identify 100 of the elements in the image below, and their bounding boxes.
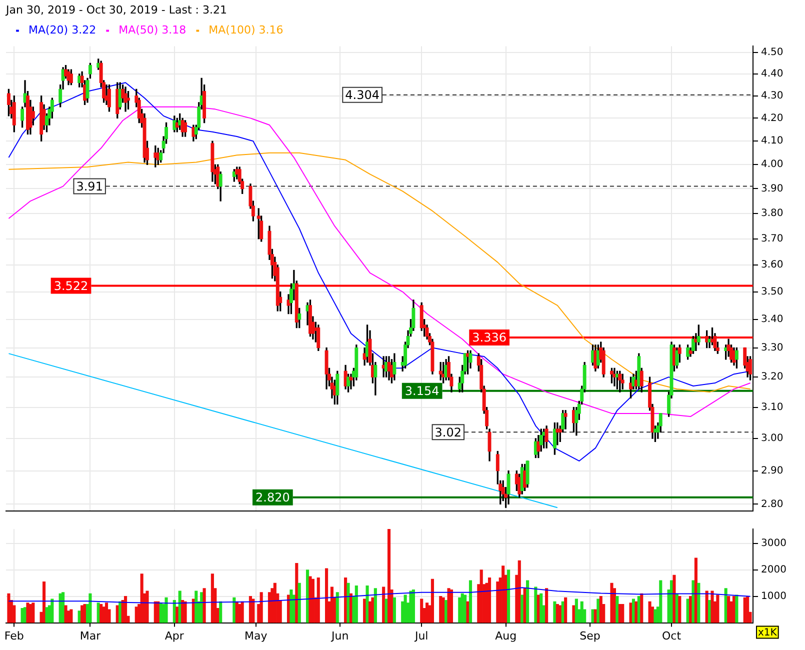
bar: [164, 597, 168, 623]
bar: [336, 592, 339, 623]
bar: [50, 598, 54, 623]
bar: [596, 598, 600, 623]
bar: [621, 604, 624, 623]
bar: [629, 602, 632, 623]
bar: [640, 593, 644, 623]
x-tick-label: Oct: [662, 629, 682, 642]
ref-line-label: 4.304: [345, 88, 380, 102]
x-tick-label: Mar: [80, 629, 102, 642]
bar: [354, 585, 358, 623]
bar: [545, 588, 548, 623]
x-tick-label: Jul: [414, 629, 428, 642]
bar: [100, 604, 103, 623]
bar: [634, 601, 638, 623]
bar: [692, 580, 695, 623]
bar: [83, 604, 86, 623]
bar: [382, 586, 386, 623]
bar: [387, 529, 391, 623]
bar: [526, 580, 530, 623]
bar: [659, 580, 662, 623]
legend-label: MA(100) 3.16: [208, 24, 284, 37]
bar: [371, 597, 374, 623]
y-tick-label: 4.10: [761, 136, 784, 147]
y-tick-label: 3.30: [761, 342, 784, 354]
bar: [409, 590, 412, 623]
bar: [534, 586, 538, 623]
y-tick-label: 4.30: [761, 90, 784, 102]
bar: [616, 596, 619, 623]
y-tick-label: 3000: [761, 538, 786, 550]
bar: [564, 597, 568, 623]
y-tick-label: 1000: [761, 590, 786, 602]
bar: [346, 582, 350, 623]
bar: [219, 601, 222, 623]
y-tick-label: 4.00: [761, 159, 784, 170]
bar: [447, 588, 450, 623]
bar: [553, 601, 556, 623]
bar: [176, 606, 179, 623]
bar: [464, 594, 467, 623]
ref-line-label: 2.820: [256, 490, 290, 505]
bar: [202, 588, 206, 623]
bar: [507, 570, 510, 623]
y-tick-label: 3.60: [761, 260, 784, 271]
bar: [412, 589, 415, 623]
chart-title: Jan 30, 2019 - Oct 30, 2019 - Last : 3.21: [5, 3, 227, 16]
bar: [316, 578, 320, 623]
candlestick: [564, 410, 568, 430]
bar: [240, 601, 244, 623]
bar: [295, 563, 298, 623]
x-tick-label: Sep: [580, 629, 600, 642]
bar: [88, 593, 92, 623]
bar: [420, 598, 424, 623]
ref-line-label: 3.02: [434, 425, 462, 440]
bar: [496, 582, 500, 623]
bar: [194, 590, 198, 623]
bar: [654, 609, 657, 623]
bar: [488, 578, 492, 623]
bar: [156, 601, 160, 623]
bar: [260, 592, 263, 623]
y-tick-label: 3.70: [761, 233, 784, 244]
text: x1K: [758, 627, 778, 638]
legend-label: MA(20) 3.22: [28, 24, 96, 37]
bar: [458, 597, 462, 623]
ref-line-label: 3.522: [54, 278, 88, 293]
bar: [450, 589, 454, 623]
ref-line-label: 3.91: [76, 179, 103, 194]
bar: [146, 590, 149, 623]
bar: [184, 601, 187, 623]
bar: [232, 597, 236, 623]
bar: [124, 596, 128, 623]
bar: [697, 582, 700, 623]
bar: [430, 578, 434, 623]
bar: [540, 593, 543, 623]
x-tick-label: Apr: [164, 629, 184, 642]
bar: [308, 576, 312, 623]
y-tick-label: 3.10: [761, 402, 784, 413]
bar: [392, 597, 396, 623]
bar: [572, 605, 576, 623]
bar: [45, 607, 48, 623]
y-tick-label: 3.00: [761, 433, 784, 444]
bar: [678, 596, 682, 623]
bar: [520, 594, 524, 623]
x-tick-label: Feb: [4, 629, 24, 642]
bar: [366, 585, 369, 623]
bar: [181, 600, 184, 623]
bar: [735, 594, 738, 623]
bar: [290, 589, 293, 623]
y-tick-label: 3.80: [761, 208, 784, 220]
bar: [374, 588, 377, 623]
ref-line-label: 3.154: [404, 384, 440, 398]
bar: [200, 592, 204, 623]
bar: [610, 582, 614, 623]
bar: [26, 602, 30, 623]
bar: [672, 574, 676, 623]
bar: [118, 601, 122, 623]
legend-label: MA(50) 3.18: [118, 24, 186, 37]
bar: [468, 580, 472, 623]
ref-line-label: 3.336: [472, 330, 506, 345]
y-tick-label: 3.20: [761, 372, 784, 383]
bar: [32, 602, 35, 623]
